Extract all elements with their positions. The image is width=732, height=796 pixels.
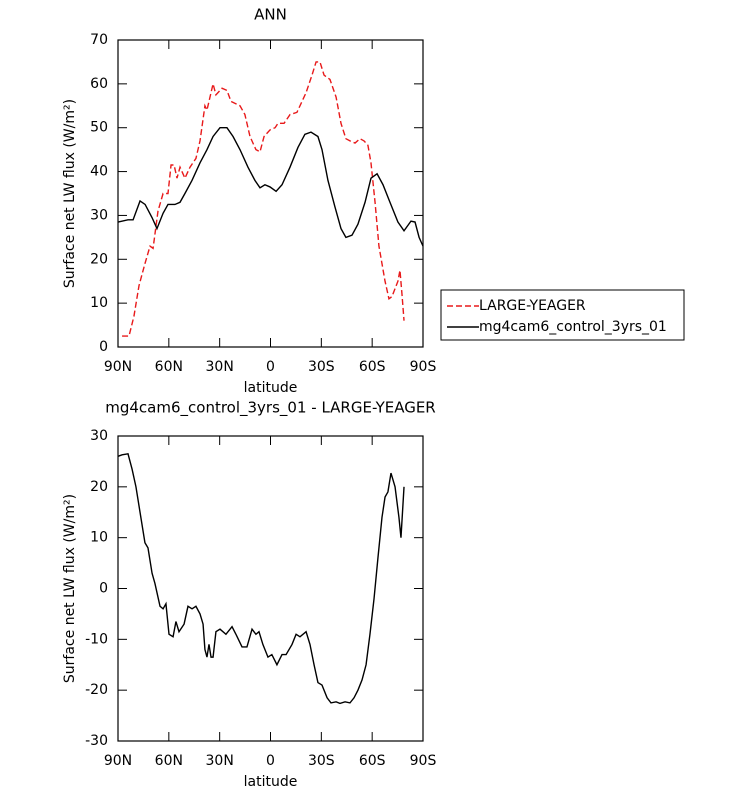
y-tick-label: 0 bbox=[99, 339, 108, 355]
y-axis-label: Surface net LW flux (W/m²) bbox=[62, 494, 78, 683]
y-tick-label: 70 bbox=[90, 32, 108, 48]
x-tick-label: 0 bbox=[266, 753, 275, 769]
y-tick-label: 0 bbox=[99, 581, 108, 597]
legend-frame bbox=[440, 289, 685, 341]
plot-frame bbox=[117, 39, 424, 348]
data-line bbox=[122, 61, 405, 337]
x-tick-label: 90N bbox=[104, 753, 132, 769]
x-tick-label: 30N bbox=[206, 753, 234, 769]
y-tick-label: 50 bbox=[90, 120, 108, 136]
x-tick-label: 60S bbox=[359, 753, 386, 769]
y-tick-label: 20 bbox=[90, 251, 108, 267]
y-tick-label: -20 bbox=[85, 682, 108, 698]
y-tick-label: 10 bbox=[90, 530, 108, 546]
y-tick-label: 30 bbox=[90, 207, 108, 223]
x-tick-label: 30N bbox=[206, 359, 234, 375]
x-tick-label: 0 bbox=[266, 359, 275, 375]
chart-title: ANN bbox=[254, 6, 287, 24]
y-tick-label: 40 bbox=[90, 164, 108, 180]
x-tick-label: 60N bbox=[155, 359, 183, 375]
x-axis-label: latitude bbox=[244, 380, 298, 396]
y-tick-label: 10 bbox=[90, 295, 108, 311]
x-tick-label: 60S bbox=[359, 359, 386, 375]
y-tick-label: -30 bbox=[85, 733, 108, 749]
legend: LARGE-YEAGER mg4cam6_control_3yrs_01 bbox=[440, 289, 685, 341]
data-line bbox=[117, 452, 405, 705]
legend-label: LARGE-YEAGER bbox=[479, 298, 586, 314]
y-tick-label: 60 bbox=[90, 76, 108, 92]
plot-frame bbox=[117, 435, 424, 742]
chart-title: mg4cam6_control_3yrs_01 - LARGE-YEAGER bbox=[105, 399, 435, 418]
x-tick-label: 60N bbox=[155, 753, 183, 769]
x-tick-label: 30S bbox=[308, 359, 335, 375]
y-tick-label: 30 bbox=[90, 428, 108, 444]
y-axis-label: Surface net LW flux (W/m²) bbox=[62, 99, 78, 288]
x-axis-label: latitude bbox=[244, 774, 298, 790]
y-tick-label: 20 bbox=[90, 479, 108, 495]
x-tick-label: 30S bbox=[308, 753, 335, 769]
data-line bbox=[117, 127, 424, 247]
x-tick-label: 90S bbox=[410, 753, 437, 769]
legend-label: mg4cam6_control_3yrs_01 bbox=[479, 319, 667, 335]
x-tick-label: 90N bbox=[104, 359, 132, 375]
x-tick-label: 90S bbox=[410, 359, 437, 375]
y-tick-label: -10 bbox=[85, 631, 108, 647]
